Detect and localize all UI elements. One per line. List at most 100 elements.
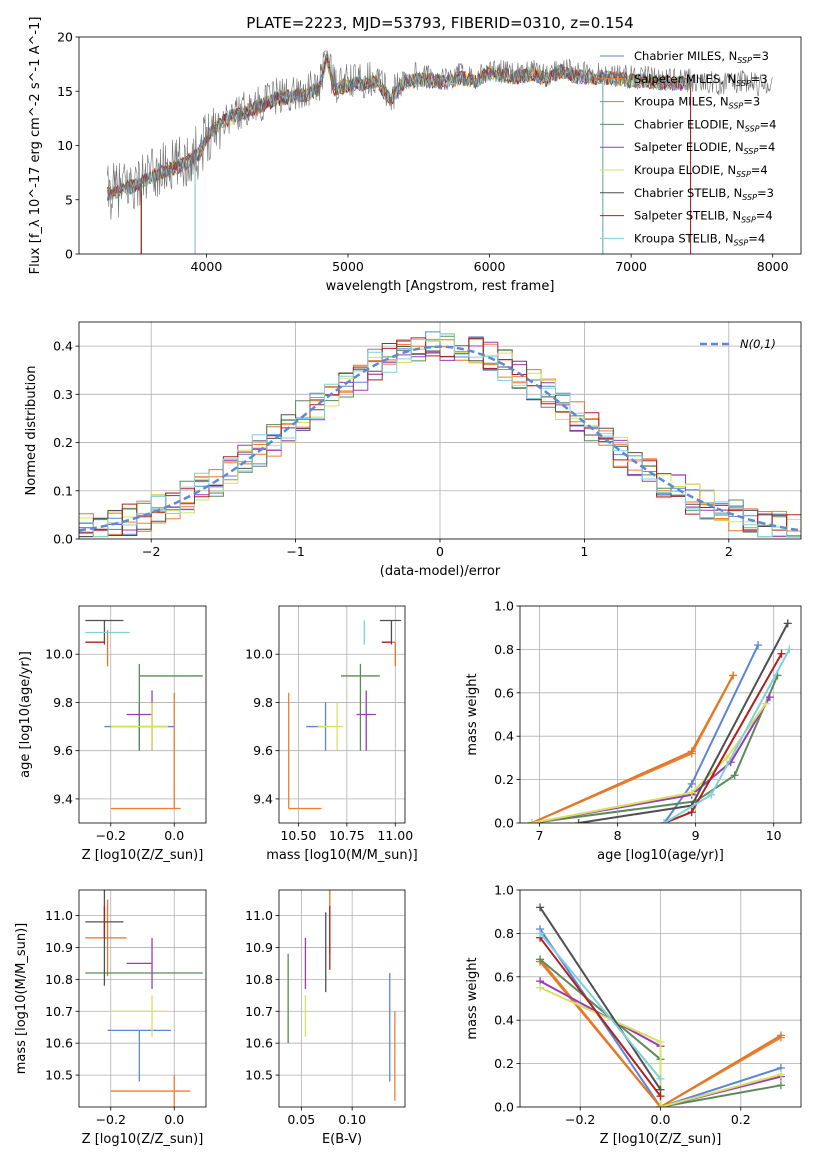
histogram-step [79, 341, 801, 538]
y-tick-label: 0.0 [53, 532, 73, 547]
y-tick-label: 0.2 [53, 435, 73, 450]
y-tick-label: 10.8 [45, 972, 73, 987]
y-axis-label: mass weight [465, 673, 480, 755]
y-axis-label: mass [log10(M/M_sun)] [14, 923, 29, 1075]
y-tick-label: 10.9 [45, 940, 73, 955]
y-tick-label: 0.0 [494, 816, 514, 831]
y-tick-label: 9.8 [253, 695, 273, 710]
y-tick-label: 0 [65, 247, 73, 262]
axes-frame [519, 605, 802, 824]
legend-label: Salpeter STELIB, NSSP=4 [634, 209, 773, 225]
y-tick-label: 0.8 [494, 642, 514, 657]
y-tick-label: 10.6 [45, 1036, 73, 1051]
x-tick-label: 0.05 [287, 1112, 315, 1127]
y-tick-label: 0.8 [494, 926, 514, 941]
x-axis-label: age [log10(age/yr)] [597, 848, 724, 863]
y-tick-label: 0.4 [494, 1013, 514, 1028]
x-tick-label: −0.2 [565, 1112, 595, 1127]
plot-area-age_vs_Z [79, 606, 206, 823]
x-axis-label: Z [log10(Z/Z_sun)] [82, 848, 204, 863]
x-tick-label: −0.2 [96, 828, 126, 843]
y-axis-label: Normed distribution [24, 366, 39, 496]
plot-area-age_vs_mass [279, 606, 405, 823]
legend-label: Kroupa MILES, NSSP=3 [634, 95, 760, 111]
x-tick-label: 0.0 [164, 1112, 184, 1127]
y-tick-label: 0.4 [494, 729, 514, 744]
y-tick-label: 20 [57, 30, 73, 45]
y-tick-label: 0.0 [494, 1100, 514, 1115]
legend-label: Kroupa ELODIE, NSSP=4 [634, 163, 768, 179]
y-tick-label: 11.0 [245, 908, 273, 923]
y-tick-label: 10.9 [245, 940, 273, 955]
y-tick-label: 9.8 [53, 695, 73, 710]
histogram-step [79, 333, 801, 538]
y-tick-label: 9.4 [53, 791, 73, 806]
axes-weight_vs_Z: −0.2 0.0 0.2 0.0 0.2 0.4 0.6 0.8 1.0 Z [log10(Z/Z… [465, 883, 802, 1147]
x-tick-label: 0.0 [651, 1112, 671, 1127]
y-tick-label: 0.1 [53, 483, 73, 498]
axes-mass_vs_ebv: 0.05 0.10 10.5 10.6 10.7 10.8 10.9 11.0 E(B-V) [245, 889, 406, 1147]
x-tick-label: 6000 [474, 259, 506, 274]
axes-age_vs_mass: 10.50 10.75 11.00 9.4 9.6 9.8 10.0 mass [log10(… [245, 605, 418, 863]
x-axis-label: Z [log10(Z/Z_sun)] [600, 1132, 722, 1147]
legend: Chabrier MILES, NSSP=3 Salpeter MILES, NS… [600, 49, 776, 247]
y-axis-label: age [log10(age/yr)] [18, 651, 33, 778]
series-line [539, 960, 782, 1107]
histogram-step [79, 337, 801, 536]
y-tick-label: 0.2 [494, 1056, 514, 1071]
y-tick-label: 11.0 [45, 908, 73, 923]
y-tick-label: 0.6 [494, 969, 514, 984]
y-tick-label: 0.4 [53, 339, 73, 354]
series-line [531, 696, 771, 823]
x-tick-label: −0.2 [96, 1112, 126, 1127]
legend-label: Chabrier STELIB, NSSP=3 [634, 186, 774, 202]
series-line [539, 928, 782, 1107]
x-axis-label: Z [log10(Z/Z_sun)] [82, 1132, 204, 1147]
plot-area-spectrum [106, 50, 773, 254]
x-axis-label: wavelength [Angstrom, rest frame] [326, 279, 555, 294]
axes-mass_vs_Z: −0.2 0.0 10.5 10.6 10.7 10.8 10.9 11.0 Z [log10(… [14, 889, 207, 1147]
y-tick-label: 0.2 [494, 772, 514, 787]
x-axis-label: E(B-V) [322, 1132, 362, 1147]
y-tick-label: 1.0 [494, 599, 514, 614]
x-tick-label: 7 [536, 828, 544, 843]
x-tick-label: 9 [692, 828, 700, 843]
y-axis-label: Flux [f_λ 10^-17 erg cm^-2 s^-1 A^-1] [28, 17, 43, 275]
x-tick-label: −2 [142, 544, 160, 559]
x-tick-label: 10 [766, 828, 782, 843]
plot-area-residuals [79, 322, 801, 539]
axes-spectrum: 4000 5000 6000 7000 8000 0 5 10 15 20 wavelength [… [28, 17, 802, 294]
x-tick-label: 4000 [191, 259, 223, 274]
figure-title: PLATE=2223, MJD=53793, FIBERID=0310, z=0… [246, 14, 633, 32]
series-line [539, 937, 662, 1097]
plot-area-mass_vs_ebv [279, 890, 405, 1107]
axes-age_vs_Z: −0.2 0.0 9.4 9.6 9.8 10.0 Z [log10(Z/Z_sun)] ag… [18, 605, 207, 863]
observed-spectrum-line [107, 50, 773, 220]
x-tick-label: 0 [436, 544, 444, 559]
y-tick-label: 10.5 [245, 1068, 273, 1083]
x-tick-label: 0.0 [164, 828, 184, 843]
x-tick-label: 2 [725, 544, 733, 559]
axes-frame [78, 605, 207, 824]
y-tick-label: 0.6 [494, 685, 514, 700]
y-tick-label: 15 [57, 84, 73, 99]
normal-curve [79, 345, 801, 532]
series-line [539, 932, 662, 1080]
x-tick-label: −1 [286, 544, 304, 559]
axes-frame [278, 889, 406, 1108]
y-tick-label: 10.5 [45, 1068, 73, 1083]
axes-weight_vs_age: 7 8 9 10 0.0 0.2 0.4 0.6 0.8 1.0 age [log10(age/yr… [465, 599, 802, 863]
legend-label: Kroupa STELIB, NSSP=4 [634, 231, 765, 247]
y-tick-label: 5 [65, 192, 73, 207]
y-tick-label: 9.6 [253, 743, 273, 758]
y-tick-label: 10.7 [245, 1004, 273, 1019]
x-axis-label: (data-model)/error [380, 564, 501, 579]
x-tick-label: 10.75 [329, 828, 365, 843]
axes-residuals: −2 −1 0 1 2 0.0 0.1 0.2 0.3 0.4 (data-model)/error… [24, 321, 802, 579]
x-tick-label: 1 [580, 544, 588, 559]
y-tick-label: 10.0 [45, 647, 73, 662]
x-tick-label: 8 [614, 828, 622, 843]
y-tick-label: 10 [57, 138, 73, 153]
legend-label: Salpeter ELODIE, NSSP=4 [634, 140, 775, 156]
x-tick-label: 7000 [615, 259, 647, 274]
